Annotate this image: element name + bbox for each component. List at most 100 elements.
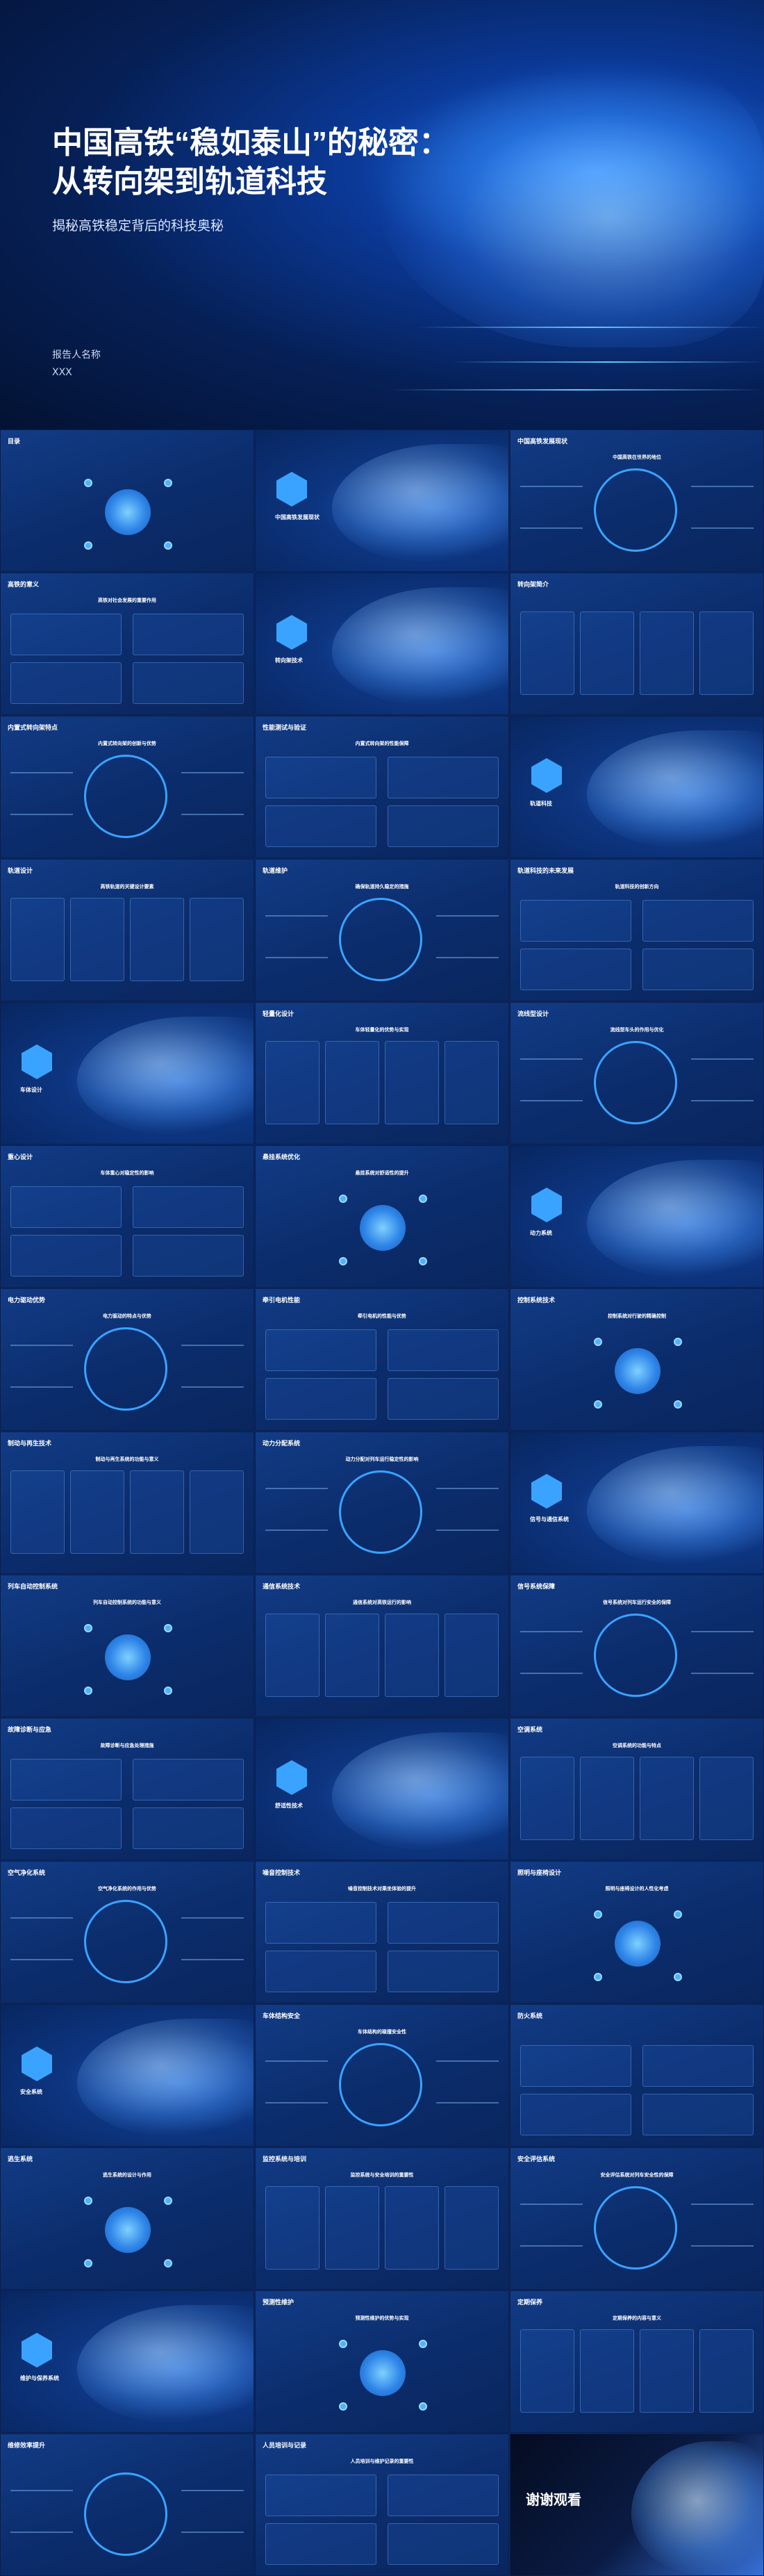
text-line	[520, 1673, 583, 1674]
slide-thumbnail[interactable]: 空气净化系统 空气净化系统的作用与优势	[0, 1861, 254, 2003]
content-card	[130, 898, 184, 981]
node-dot	[419, 2402, 427, 2411]
slide-title: 目录	[8, 438, 21, 445]
slide-thumbnail[interactable]: 空调系统 空调系统的功能与特点	[510, 1718, 764, 1860]
hexagon-icon	[276, 1760, 307, 1795]
content-card	[70, 898, 124, 981]
slide-subtitle: 预测性维护的优势与实现	[355, 2315, 409, 2321]
slide-subtitle: 逃生系统的设计与作用	[103, 2172, 151, 2178]
content-card	[265, 805, 376, 847]
slide-thumbnail[interactable]: 制动与再生技术 制动与再生系统的功能与意义	[0, 1431, 254, 1574]
slide-thumbnail[interactable]: 监控系统与培训 监控系统与安全培训的重要性	[255, 2147, 509, 2290]
train-illustration	[375, 56, 764, 347]
slide-thumbnail[interactable]: 性能测试与验证 内置式转向架的性能保障	[255, 716, 509, 858]
slide-subtitle: 控制系统对行驶的精确控制	[608, 1313, 666, 1319]
content-card	[580, 612, 634, 695]
content-card	[10, 1235, 122, 1277]
slide-thumbnail[interactable]: 通信系统技术 通信系统对高铁运行的影响	[255, 1575, 509, 1717]
slide-title: 信号系统保障	[517, 1584, 556, 1591]
content-card	[133, 662, 244, 704]
content-card	[265, 757, 376, 798]
content-card	[133, 1235, 244, 1277]
slide-thumbnail[interactable]: 动力分配系统 动力分配对列车运行稳定性的影响	[255, 1431, 509, 1574]
node-dot	[164, 1687, 172, 1695]
text-line	[10, 1917, 73, 1919]
slide-thumbnail[interactable]: 轨道维护 确保轨道持久稳定的措施	[255, 859, 509, 1001]
node-dot	[84, 541, 92, 550]
slide-title: 轨道科技的未来发展	[517, 868, 574, 875]
content-card	[133, 1807, 244, 1849]
text-line	[10, 2490, 73, 2491]
train-illustration	[587, 1446, 763, 1564]
slide-thumbnail[interactable]: 电力驱动优势 电力驱动的特点与优势	[0, 1288, 254, 1431]
node-dot	[339, 1195, 347, 1203]
slide-thumbnail[interactable]: 高铁的意义 高铁对社会发展的重要作用	[0, 573, 254, 715]
slide-thumbnail[interactable]: 中国高铁发展现状 中国高铁在世界的地位	[510, 429, 764, 572]
slide-thumbnail[interactable]: 预测性维护 预测性维护的优势与实现	[255, 2290, 509, 2433]
train-illustration	[332, 587, 508, 705]
slide-thumbnail[interactable]: 谢谢观看	[510, 2434, 764, 2576]
content-card	[520, 2094, 631, 2135]
content-card	[133, 614, 244, 655]
slide-thumbnail[interactable]: 人员培训与记录 人员培训与维护记录的重要性	[255, 2434, 509, 2576]
content-card	[10, 1186, 122, 1228]
slide-thumbnail[interactable]: 定期保养 定期保养的内容与意义	[510, 2290, 764, 2433]
slide-thumbnail[interactable]: 内置式转向架特点 内置式转向架的创新与优势	[0, 716, 254, 858]
slide-thumbnail[interactable]: 中国高铁发展现状	[255, 429, 509, 572]
slide-thumbnail[interactable]: 舒适性技术	[255, 1718, 509, 1860]
slide-thumbnail[interactable]: 转向架简介	[510, 573, 764, 715]
slide-thumbnail[interactable]: 照明与座椅设计 照明与座椅设计的人性化考虑	[510, 1861, 764, 2003]
slide-thumbnail[interactable]: 故障诊断与应急 故障诊断与应急处理措施	[0, 1718, 254, 1860]
slide-thumbnail[interactable]: 列车自动控制系统 列车自动控制系统的功能与意义	[0, 1575, 254, 1717]
train-illustration	[631, 2441, 763, 2573]
slide-thumbnail[interactable]: 流线型设计 流线型车头的作用与优化	[510, 1002, 764, 1145]
node-dot	[339, 2402, 347, 2411]
slide-thumbnail[interactable]: 轻量化设计 车体轻量化的优势与实现	[255, 1002, 509, 1145]
slide-thumbnail[interactable]: 控制系统技术 控制系统对行驶的精确控制	[510, 1288, 764, 1431]
text-line	[10, 1959, 73, 1960]
slide-subtitle: 安全评估系统对列车安全性的保障	[600, 2172, 674, 2178]
slide-thumbnail[interactable]: 逃生系统 逃生系统的设计与作用	[0, 2147, 254, 2290]
slide-thumbnail[interactable]: 目录	[0, 429, 254, 572]
slide-thumbnail-grid: 目录 中国高铁发展现状 中国高铁发展现状 中国高铁在世界的地位高铁的意义 高铁对社会发展…	[0, 429, 764, 2576]
slide-thumbnail[interactable]: 车体设计	[0, 1002, 254, 1145]
slide-thumbnail[interactable]: 转向架技术	[255, 573, 509, 715]
slide-thumbnail[interactable]: 轨道科技	[510, 716, 764, 858]
slide-subtitle: 轨道科技的创新方向	[615, 884, 659, 889]
content-card	[190, 1470, 244, 1554]
slide-thumbnail[interactable]: 维护与保养系统	[0, 2290, 254, 2433]
slide-title: 轨道设计	[8, 868, 33, 875]
content-card	[385, 1041, 439, 1124]
train-illustration	[332, 1732, 508, 1851]
node-dot	[594, 1400, 602, 1409]
slide-thumbnail[interactable]: 动力系统	[510, 1145, 764, 1288]
slide-thumbnail[interactable]: 轨道科技的未来发展轨道科技的创新方向	[510, 859, 764, 1001]
slide-thumbnail[interactable]: 噪音控制技术 噪音控制技术对乘坐体验的提升	[255, 1861, 509, 2003]
slide-thumbnail[interactable]: 重心设计 车体重心对稳定性的影响	[0, 1145, 254, 1288]
slide-thumbnail[interactable]: 信号与通信系统	[510, 1431, 764, 1574]
slide-thumbnail[interactable]: 安全评估系统 安全评估系统对列车安全性的保障	[510, 2147, 764, 2290]
node-dot	[419, 1257, 427, 1265]
content-card	[699, 1757, 754, 1840]
slide-thumbnail[interactable]: 车体结构安全 车体结构的碰撞安全性	[255, 2004, 509, 2147]
section-title: 车体设计	[20, 1087, 42, 1093]
slide-thumbnail[interactable]: 维修效率提升	[0, 2434, 254, 2576]
section-title: 舒适性技术	[275, 1803, 303, 1809]
ring-graphic	[84, 1900, 167, 1983]
ring-graphic	[594, 468, 677, 552]
node-dot	[674, 1400, 682, 1409]
text-line	[181, 1345, 244, 1346]
slide-title: 牵引电机性能	[263, 1297, 301, 1304]
node-dot	[594, 1973, 602, 1981]
content-card	[265, 1329, 376, 1371]
slide-thumbnail[interactable]: 信号系统保障 信号系统对列车运行安全的保障	[510, 1575, 764, 1717]
slide-thumbnail[interactable]: 牵引电机性能 牵引电机的性能与优势	[255, 1288, 509, 1431]
section-title: 信号与通信系统	[530, 1516, 569, 1523]
slide-thumbnail[interactable]: 防火系统	[510, 2004, 764, 2147]
slide-thumbnail[interactable]: 安全系统	[0, 2004, 254, 2147]
slide-thumbnail[interactable]: 悬挂系统优化 悬挂系统对舒适性的提升	[255, 1145, 509, 1288]
content-card	[640, 2329, 694, 2413]
hexagon-icon	[531, 758, 562, 793]
slide-title: 悬挂系统优化	[263, 1154, 301, 1161]
slide-thumbnail[interactable]: 轨道设计 高铁轨道的关键设计要素	[0, 859, 254, 1001]
